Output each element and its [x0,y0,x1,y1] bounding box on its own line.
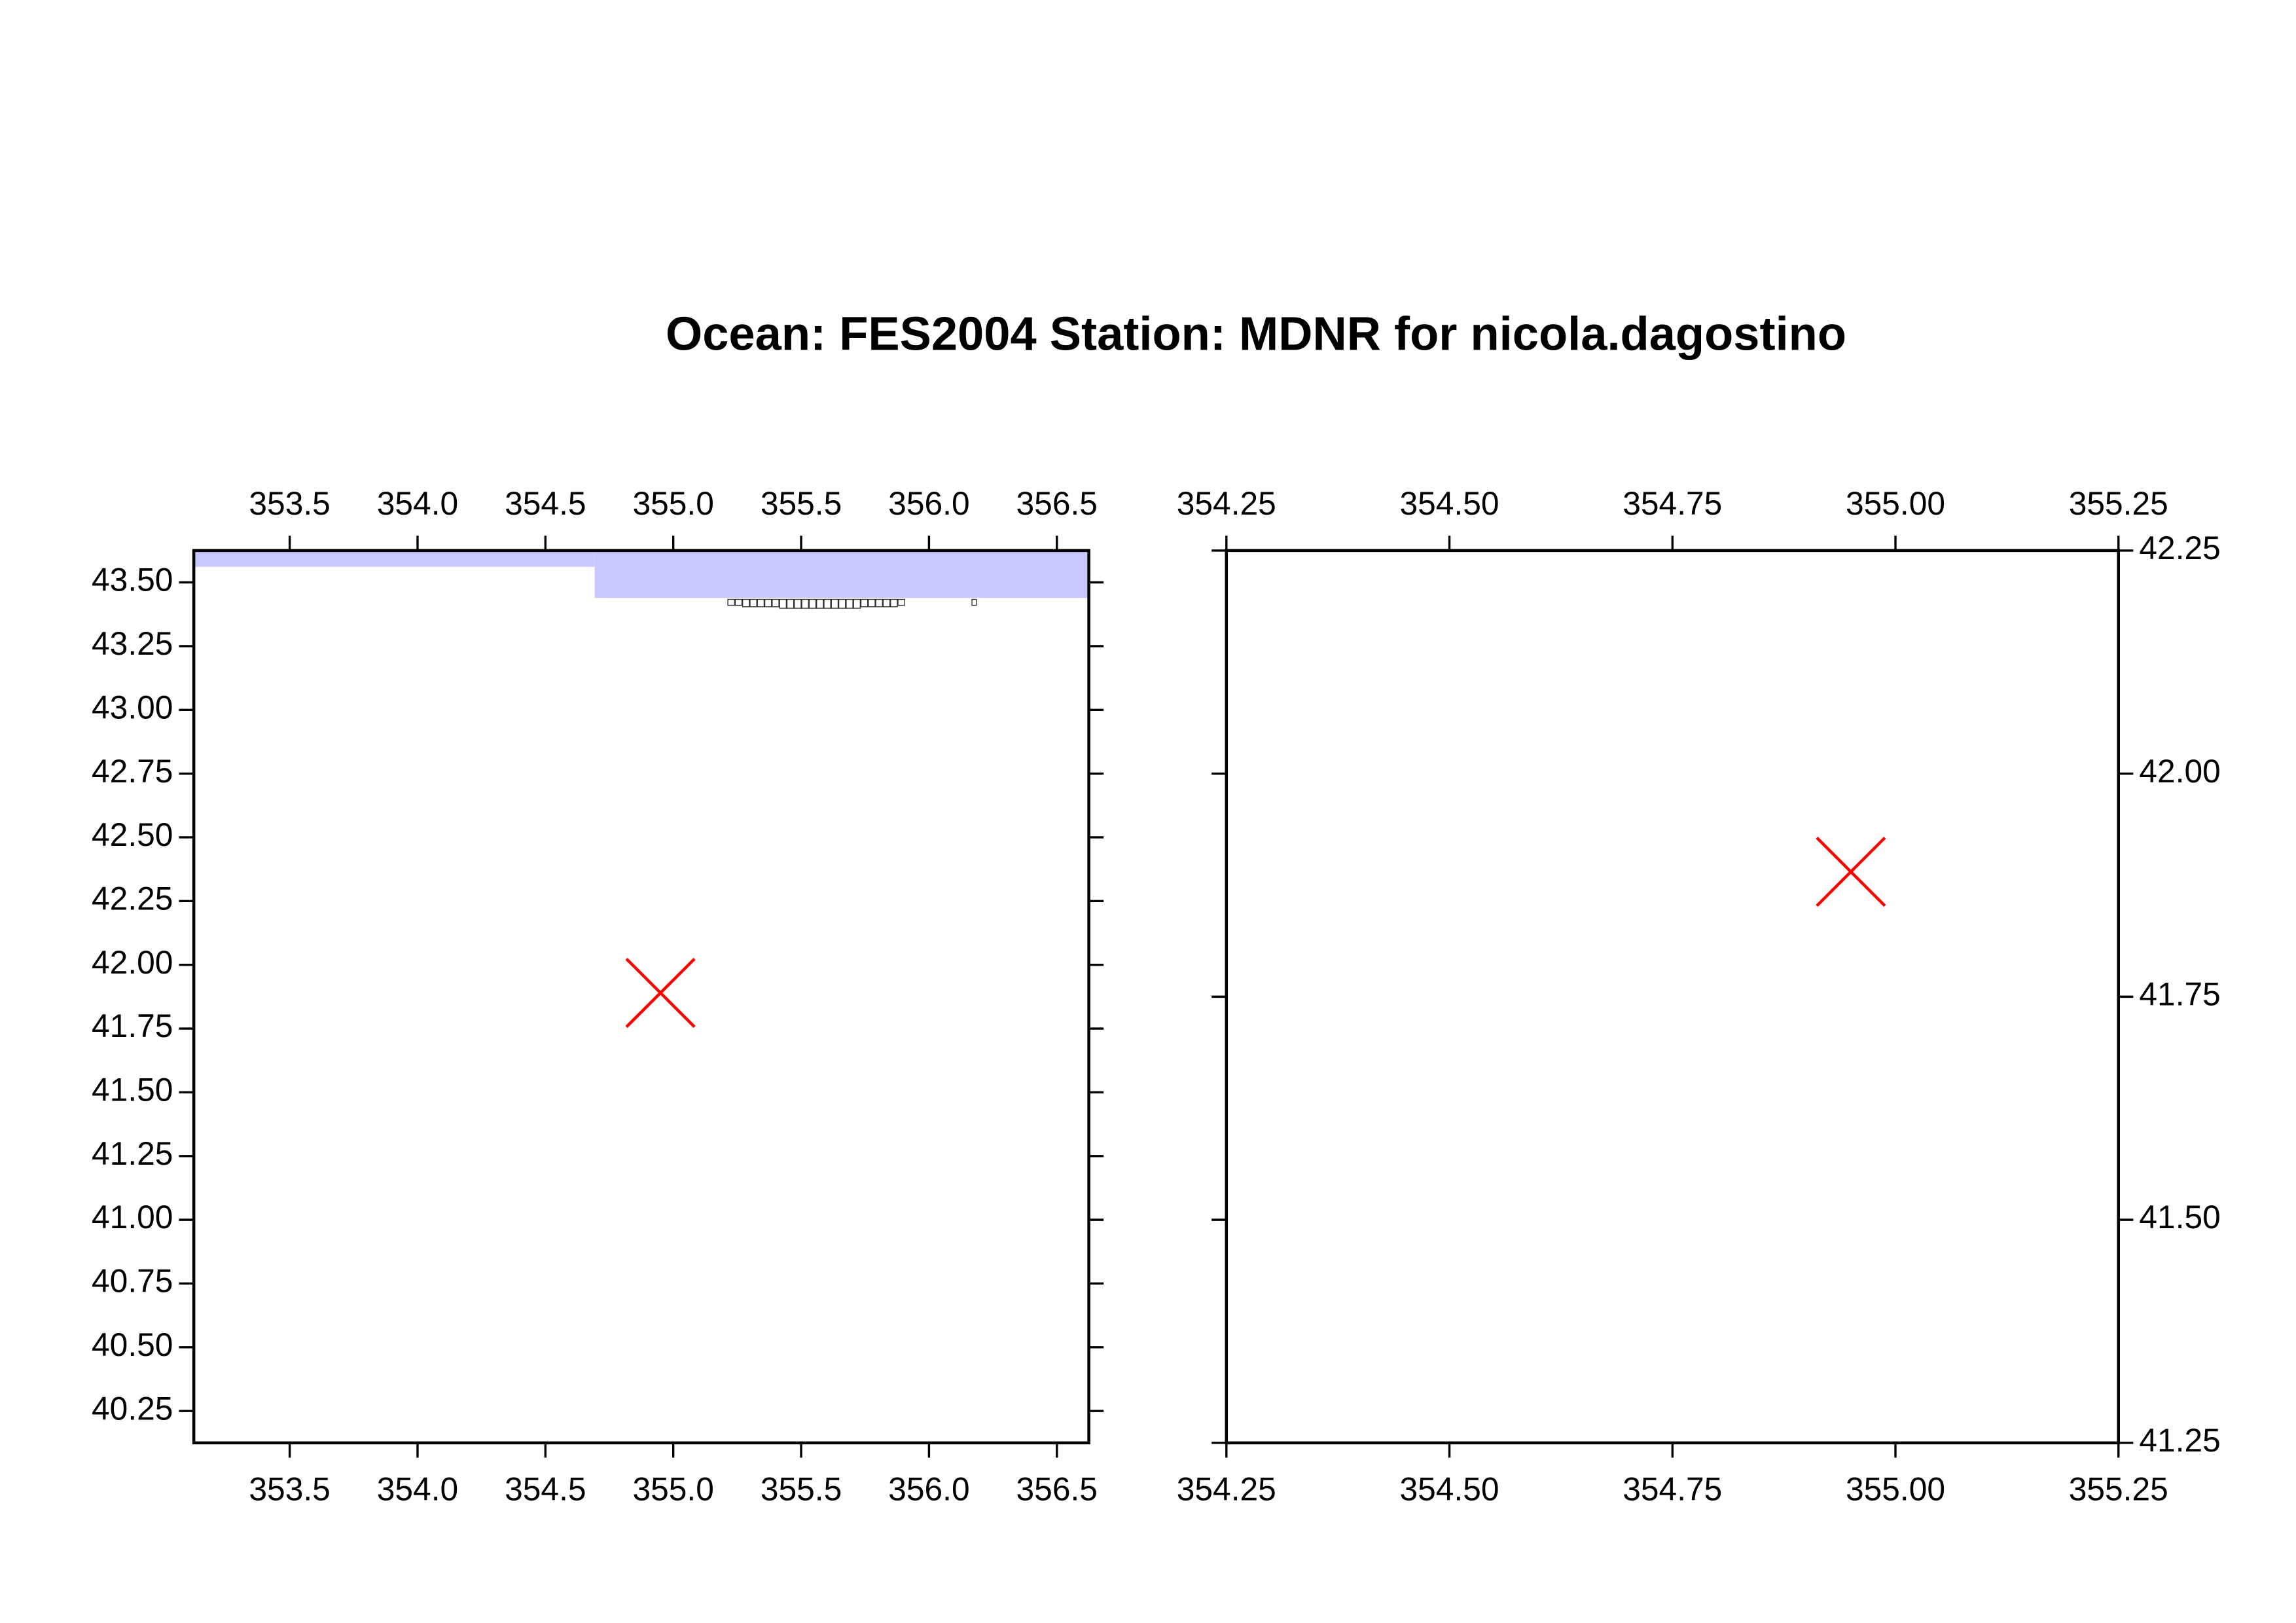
x-tick-label-bottom: 353.5 [249,1471,330,1508]
x-tick-label-bottom: 354.25 [1177,1471,1276,1508]
coast-cell [727,598,735,606]
figure-title: Ocean: FES2004 Station: MDNR for nicola.… [666,308,1846,361]
x-tick-label-bottom: 354.75 [1623,1471,1722,1508]
y-tick-label: 42.25 [92,880,173,917]
x-tick-label-bottom: 355.0 [632,1471,713,1508]
coast-cell [890,598,898,608]
y-tick-label: 42.00 [92,944,173,981]
coast-cell [734,598,743,606]
x-tick-label-bottom: 355.5 [761,1471,842,1508]
coast-cell [764,598,772,608]
x-tick-label-top: 355.25 [2069,485,2168,522]
x-tick-label-top: 355.0 [632,485,713,522]
x-tick-label-bottom: 356.0 [888,1471,969,1508]
coast-cell [831,598,839,609]
x-tick-label-bottom: 354.5 [505,1471,586,1508]
coast-cell [742,598,750,608]
y-tick-label: 42.50 [92,816,173,853]
coast-cell [846,598,853,609]
x-tick-label-top: 354.75 [1623,485,1722,522]
ocean-cells [594,550,1089,598]
coast-cell [853,598,861,609]
x-tick-label-top: 355.5 [761,485,842,522]
y-tick-label: 41.75 [2139,976,2220,1013]
y-tick-label: 42.25 [2139,530,2220,566]
x-tick-label-top: 354.0 [377,485,458,522]
y-tick-label: 42.75 [92,753,173,790]
x-tick-label-top: 356.5 [1016,485,1098,522]
y-tick-label: 41.25 [2139,1422,2220,1459]
y-tick-label: 40.75 [92,1263,173,1300]
y-tick-label: 41.00 [92,1199,173,1235]
coastline [727,598,977,609]
y-tick-label: 40.25 [92,1390,173,1427]
coast-cell [816,598,824,609]
coast-cell [794,598,802,609]
x-tick-label-top: 356.0 [888,485,969,522]
coast-cell [808,598,817,609]
coast-cell [875,598,883,608]
station-marker [625,957,696,1029]
coast-cell [882,598,891,608]
x-tick-label-top: 354.50 [1399,485,1499,522]
y-tick-label: 41.50 [2139,1199,2220,1235]
coast-cell [772,598,780,608]
coast-cell [868,598,876,608]
y-tick-label: 42.00 [2139,753,2220,790]
coast-cell [838,598,846,609]
x-tick-label-top: 354.25 [1177,485,1276,522]
y-tick-label: 41.25 [92,1135,173,1172]
coast-cell [823,598,831,609]
coast-cell [757,598,765,608]
x-tick-label-bottom: 355.00 [1846,1471,1945,1508]
x-tick-label-bottom: 354.50 [1399,1471,1499,1508]
x-tick-label-top: 355.00 [1846,485,1945,522]
coast-cell [786,598,795,609]
x-tick-label-bottom: 354.0 [377,1471,458,1508]
map-frame [192,549,1090,1445]
y-tick-label: 43.25 [92,625,173,662]
coast-cell [779,598,787,609]
coast-cell [860,598,869,608]
x-tick-label-top: 354.5 [505,485,586,522]
x-tick-label-bottom: 356.5 [1016,1471,1098,1508]
y-tick-label: 43.50 [92,562,173,598]
ocean-cells [194,550,595,567]
y-tick-label: 41.75 [92,1008,173,1044]
y-tick-label: 41.50 [92,1072,173,1108]
coast-cell [897,598,905,606]
y-tick-label: 43.00 [92,689,173,725]
x-tick-label-bottom: 355.25 [2069,1471,2168,1508]
coast-cell [801,598,809,609]
coast-cell [971,598,977,606]
coast-cell [749,598,757,608]
station-marker [1816,836,1886,907]
x-tick-label-top: 353.5 [249,485,330,522]
y-tick-label: 40.50 [92,1326,173,1363]
